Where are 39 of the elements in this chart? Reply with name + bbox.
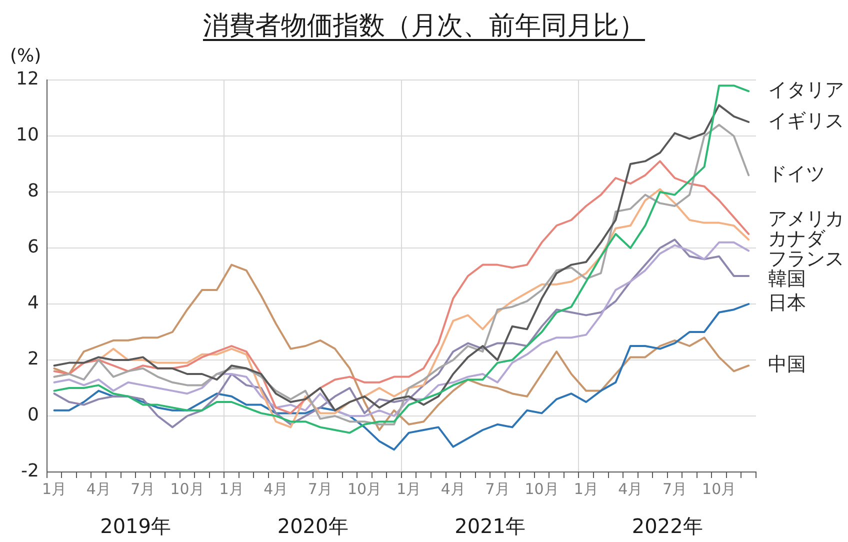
series-label: イギリス bbox=[768, 110, 844, 132]
x-tick-label: 1月 bbox=[396, 480, 422, 498]
x-tick-label: 1月 bbox=[219, 480, 244, 498]
series-label: 中国 bbox=[768, 354, 806, 376]
y-tick-label: -2 bbox=[20, 460, 39, 482]
y-axis-title: (%) bbox=[10, 46, 42, 67]
y-tick-label: 10 bbox=[16, 124, 39, 146]
series-label: イタリア bbox=[768, 79, 844, 102]
text: 2019年 bbox=[100, 514, 171, 538]
x-tick-label: 4月 bbox=[440, 480, 466, 498]
chart-title: 消費者物価指数（月次、前年同月比） bbox=[202, 10, 646, 43]
x-tick-label: 4月 bbox=[618, 480, 643, 498]
text: 2021年 bbox=[454, 514, 526, 538]
y-tick-label: 6 bbox=[27, 236, 39, 258]
text: 2020年 bbox=[277, 514, 348, 538]
x-tick-label: 4月 bbox=[264, 480, 288, 498]
x-tick-label: 10月 bbox=[524, 480, 559, 498]
x-tick-label: 10月 bbox=[170, 480, 204, 498]
y-tick-label: 2 bbox=[27, 348, 39, 370]
x-tick-label: 7月 bbox=[308, 480, 332, 498]
series-label: ドイツ bbox=[768, 163, 825, 186]
x-tick-label: 10月 bbox=[702, 480, 736, 498]
x-tick-label: 4月 bbox=[86, 480, 111, 498]
y-tick-label: 0 bbox=[27, 404, 39, 426]
x-tick-label: 7月 bbox=[130, 480, 156, 498]
series-label: アメリカ bbox=[768, 208, 844, 230]
x-tick-label: 10月 bbox=[347, 480, 382, 498]
y-tick-label: 4 bbox=[27, 292, 39, 314]
x-tick-label: 7月 bbox=[662, 480, 688, 498]
y-tick-label: 12 bbox=[16, 68, 39, 90]
series-label: カナダ bbox=[768, 228, 826, 250]
x-tick-label: 1月 bbox=[42, 480, 67, 498]
series-label: 韓国 bbox=[768, 268, 806, 290]
y-tick-label: 8 bbox=[27, 180, 39, 202]
series-label: フランス bbox=[768, 248, 844, 270]
series-label: 日本 bbox=[768, 292, 806, 314]
text: 2022年 bbox=[632, 514, 703, 538]
x-tick-label: 1月 bbox=[574, 480, 598, 498]
x-tick-label: 7月 bbox=[485, 480, 510, 498]
